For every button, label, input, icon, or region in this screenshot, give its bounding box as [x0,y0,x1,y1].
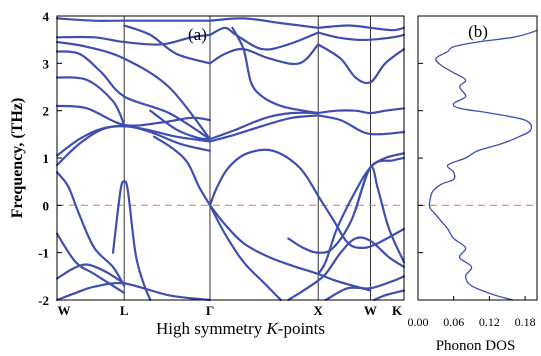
panel-b: 0.00 0.06 0.12 0.18 (b) Phonon DOS [408,15,538,354]
phonon-bands [55,17,406,302]
x-tick-label: K [392,303,403,318]
band-line [208,114,320,143]
y-tick-label: 4 [43,9,50,24]
x-axis-title: High symmetry K-points [156,319,325,338]
band-line [208,111,320,141]
y-axis-ticks: -2 -1 0 1 2 3 4 [38,9,62,308]
band-line [123,24,212,65]
dos-x-tick-label: 0.18 [515,315,536,329]
band-line [231,26,320,115]
band-line [55,17,212,22]
x-tick-label: Γ [206,303,214,318]
band-line [152,135,212,207]
band-line [149,109,212,141]
band-line [55,33,212,46]
band-line [287,236,406,302]
band-line [55,232,126,294]
band-line [317,107,406,115]
dos-x-tick-label: 0.00 [408,315,429,329]
dos-line [428,29,538,301]
band-line [317,43,406,85]
band-line [317,194,406,250]
y-tick-label: 2 [43,104,50,119]
band-line [55,50,212,141]
x-tick-label: X [313,303,323,318]
x-axis-title-italic: K [265,319,279,338]
panel-a-frame [56,15,405,301]
band-line [111,180,152,302]
band-line [324,275,406,302]
band-line [208,148,320,207]
dos-x-ticks: 0.00 0.06 0.12 0.18 [408,296,536,329]
y-axis-title: Frequency, (THz) [9,98,26,219]
dos-x-tick-label: 0.06 [443,315,464,329]
band-line [317,114,406,136]
high-symmetry-lines [123,16,371,300]
dos-curve [428,29,538,301]
band-line [208,43,320,66]
band-line [55,125,212,157]
band-line [55,263,126,285]
panel-a-label: (a) [188,25,207,44]
panel-b-label: (b) [468,22,488,41]
band-line [55,171,126,287]
x-axis-title-prefix: High symmetry [156,319,267,338]
band-line [55,124,212,167]
band-line [55,281,212,302]
band-line [208,26,320,51]
band-line [317,31,406,42]
x-axis-title-suffix: -points [278,319,325,338]
y-tick-label: 1 [43,151,50,166]
band-line [287,156,406,254]
band-line [208,204,372,292]
y-tick-label: 3 [43,56,50,71]
band-line [55,40,212,141]
band-line [354,165,406,264]
band-line [208,17,320,29]
band-line [208,204,282,302]
band-line [317,152,406,276]
band-line [55,76,126,126]
y-tick-label: -2 [38,293,49,308]
band-line [317,24,406,32]
y-tick-label: -1 [38,246,49,261]
x-tick-label: W [364,303,377,318]
dos-y-ticks [418,15,423,301]
dos-x-tick-label: 0.12 [479,315,500,329]
y-tick-label: 0 [43,198,50,213]
band-line [373,289,406,302]
dos-x-axis-title: Phonon DOS [436,338,516,354]
x-tick-label: W [58,303,71,318]
x-tick-label: L [120,303,129,318]
